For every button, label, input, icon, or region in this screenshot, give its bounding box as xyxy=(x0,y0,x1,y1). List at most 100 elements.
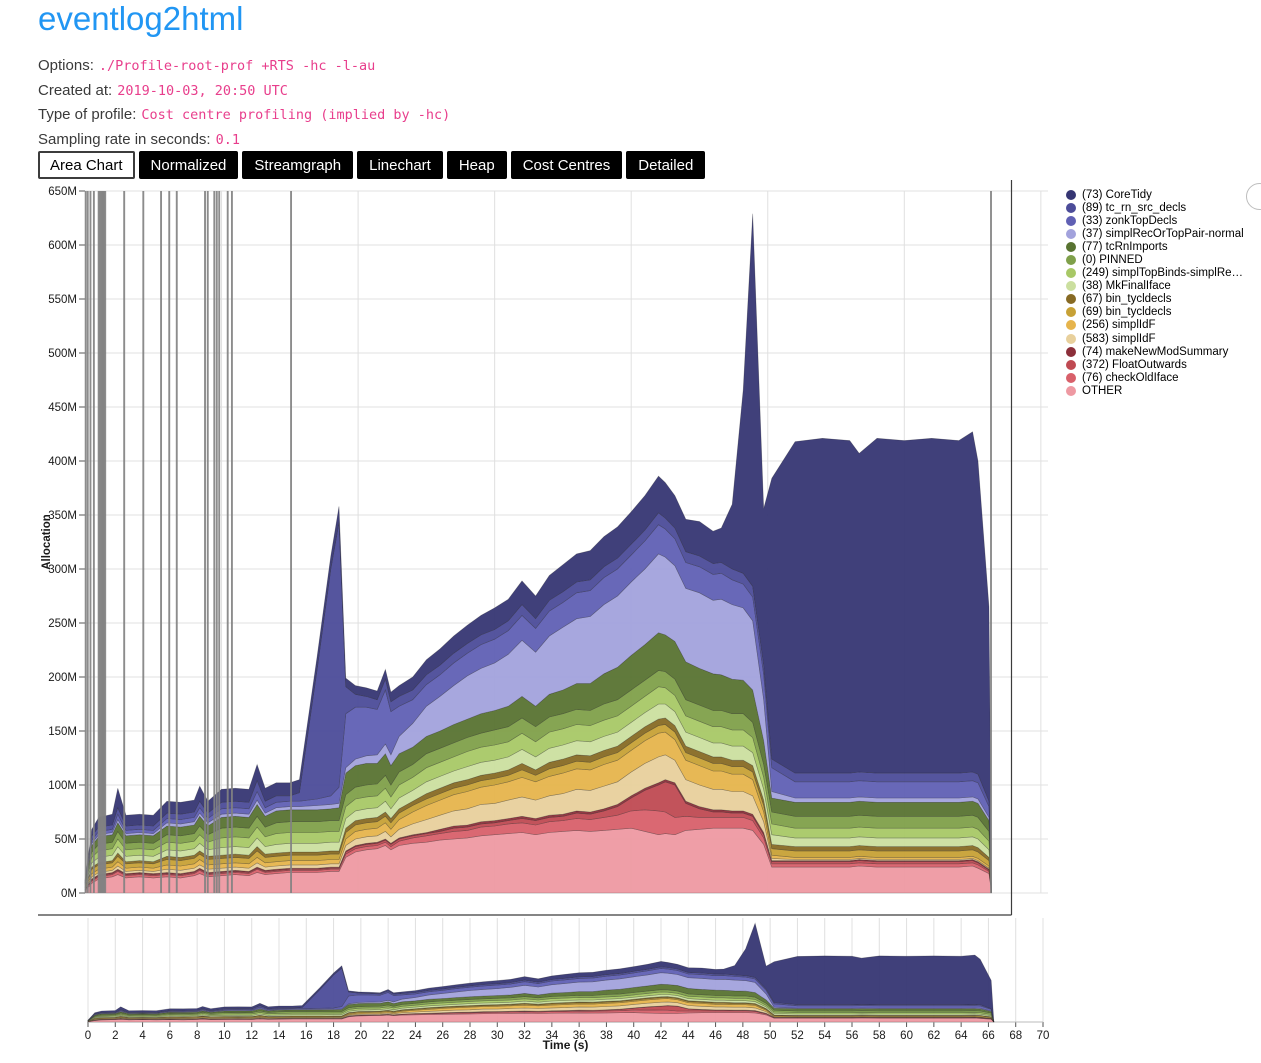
x-tick-label: 4 xyxy=(139,1030,146,1042)
legend-item: (37) simplRecOrTopPair-normal xyxy=(1066,227,1244,240)
legend-item: (69) bin_tycldecls xyxy=(1066,306,1244,319)
x-tick-label: 38 xyxy=(600,1030,613,1042)
legend-swatch-icon xyxy=(1066,281,1076,292)
x-tick-label: 66 xyxy=(982,1030,995,1042)
tab-detailed[interactable]: Detailed xyxy=(626,151,706,179)
area-series xyxy=(87,966,995,1023)
x-tick-label: 64 xyxy=(955,1030,968,1042)
meta-label: Type of profile: xyxy=(38,106,137,123)
x-tick-label: 12 xyxy=(245,1030,258,1042)
legend-label: OTHER xyxy=(1082,384,1123,397)
x-tick-label: 58 xyxy=(873,1030,886,1042)
tab-heap[interactable]: Heap xyxy=(446,151,507,179)
cost-centre-legend: (73) CoreTidy (89) tc_rn_src_decls (33) zo… xyxy=(1066,188,1244,398)
x-tick-label: 60 xyxy=(900,1030,913,1042)
meta-label: Options: xyxy=(38,57,94,74)
y-tick-label: 50M xyxy=(55,834,77,846)
x-tick-label: 20 xyxy=(354,1030,367,1042)
y-tick-label: 650M xyxy=(48,186,77,198)
legend-swatch-icon xyxy=(1066,307,1076,318)
legend-item: (0) PINNED xyxy=(1066,253,1244,266)
x-tick-label: 6 xyxy=(167,1030,173,1042)
x-tick-label: 10 xyxy=(218,1030,231,1042)
x-tick-label: 52 xyxy=(791,1030,804,1042)
legend-swatch-icon xyxy=(1066,294,1076,305)
legend-item: (33) zonkTopDecls xyxy=(1066,214,1244,227)
legend-swatch-icon xyxy=(1066,333,1076,344)
meta-label: Created at: xyxy=(38,81,113,99)
x-tick-label: 22 xyxy=(382,1030,395,1042)
x-tick-label: 14 xyxy=(273,1030,286,1042)
x-tick-label: 48 xyxy=(736,1030,749,1042)
legend-swatch-icon xyxy=(1066,228,1076,239)
tab-linechart[interactable]: Linechart xyxy=(357,151,443,179)
legend-item: (77) tcRnImports xyxy=(1066,240,1244,253)
meta-profile-type: Type of profile: Cost centre profiling (i… xyxy=(38,103,450,128)
x-tick-label: 34 xyxy=(545,1030,558,1042)
legend-label: (33) zonkTopDecls xyxy=(1082,214,1178,227)
legend-swatch-icon xyxy=(1066,372,1076,383)
tab-normalized[interactable]: Normalized xyxy=(138,151,239,179)
legend-label: (67) bin_tycldecls xyxy=(1082,293,1172,306)
y-tick-label: 400M xyxy=(48,456,77,468)
legend-item: (372) FloatOutwards xyxy=(1066,358,1244,371)
legend-label: (76) checkOldIface xyxy=(1082,371,1179,384)
x-axis-title: Time (s) xyxy=(543,1038,589,1052)
legend-label: (73) CoreTidy xyxy=(1082,188,1152,201)
meta-options: Options: ./Profile-root-prof +RTS -hc -l-… xyxy=(38,54,450,79)
legend-swatch-icon xyxy=(1066,241,1076,252)
area-series xyxy=(87,1012,995,1023)
meta-sampling-rate: Sampling rate in seconds: 0.1 xyxy=(38,128,450,153)
x-tick-label: 70 xyxy=(1037,1030,1050,1042)
x-tick-label: 50 xyxy=(764,1030,777,1042)
x-tick-label: 0 xyxy=(85,1030,91,1042)
tab-area-chart[interactable]: Area Chart xyxy=(38,151,135,179)
x-tick-label: 24 xyxy=(409,1030,422,1042)
x-tick-label: 18 xyxy=(327,1030,340,1042)
legend-swatch-icon xyxy=(1066,359,1076,370)
x-tick-label: 36 xyxy=(573,1030,586,1042)
x-tick-label: 68 xyxy=(1009,1030,1022,1042)
legend-swatch-icon xyxy=(1066,385,1076,396)
legend-item: (38) MkFinalIface xyxy=(1066,280,1244,293)
legend-label: (0) PINNED xyxy=(1082,254,1143,267)
legend-swatch-icon xyxy=(1066,320,1076,331)
x-tick-label: 46 xyxy=(709,1030,722,1042)
legend-label: (37) simplRecOrTopPair-normal xyxy=(1082,227,1244,240)
x-tick-label: 44 xyxy=(682,1030,695,1042)
legend-label: (38) MkFinalIface xyxy=(1082,280,1171,293)
x-tick-label: 42 xyxy=(655,1030,668,1042)
legend-item: (583) simplIdF xyxy=(1066,332,1244,345)
legend-label: (583) simplIdF xyxy=(1082,332,1156,345)
legend-item: OTHER xyxy=(1066,384,1244,397)
legend-item: (256) simplIdF xyxy=(1066,319,1244,332)
legend-label: (74) makeNewModSummary xyxy=(1082,345,1229,358)
x-tick-label: 56 xyxy=(846,1030,859,1042)
x-tick-label: 2 xyxy=(112,1030,118,1042)
legend-label: (256) simplIdF xyxy=(1082,319,1156,332)
x-tick-label: 16 xyxy=(300,1030,313,1042)
y-tick-label: 150M xyxy=(48,726,77,738)
tab-streamgraph[interactable]: Streamgraph xyxy=(242,151,354,179)
legend-swatch-icon xyxy=(1066,215,1076,226)
legend-item: (73) CoreTidy xyxy=(1066,188,1244,201)
meta-value: Cost centre profiling (implied by -hc) xyxy=(141,107,451,123)
legend-item: (89) tc_rn_src_decls xyxy=(1066,201,1244,214)
y-tick-label: 100M xyxy=(48,780,77,792)
x-tick-label: 28 xyxy=(464,1030,477,1042)
area-series xyxy=(87,983,995,1023)
y-tick-label: 500M xyxy=(48,348,77,360)
legend-label: (77) tcRnImports xyxy=(1082,240,1168,253)
y-tick-label: 300M xyxy=(48,564,77,576)
legend-label: (372) FloatOutwards xyxy=(1082,358,1187,371)
x-tick-label: 32 xyxy=(518,1030,531,1042)
y-tick-label: 350M xyxy=(48,510,77,522)
legend-item: (76) checkOldIface xyxy=(1066,371,1244,384)
legend-swatch-icon xyxy=(1066,346,1076,357)
y-tick-label: 600M xyxy=(48,240,77,252)
tab-cost-centres[interactable]: Cost Centres xyxy=(510,151,623,179)
y-axis-title: Allocation xyxy=(41,514,53,570)
x-tick-label: 54 xyxy=(818,1030,831,1042)
